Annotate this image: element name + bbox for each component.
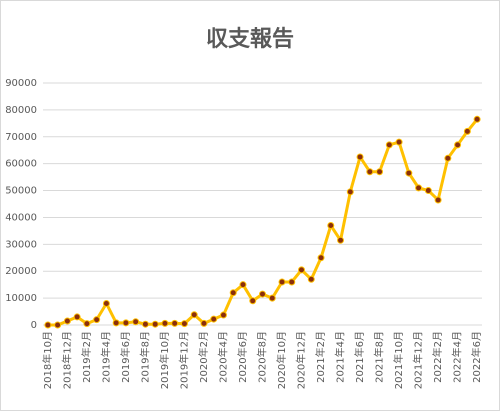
point (298, 266, 306, 274)
y-tick-label: 0 (31, 320, 37, 331)
point (239, 281, 247, 289)
x-tick-label: 2021年4月 (334, 331, 347, 383)
x-tick-label: 2019年10月 (158, 331, 171, 389)
x-tick-label: 2019年12月 (177, 331, 190, 389)
point (132, 318, 140, 326)
y-tick-label: 30000 (5, 239, 37, 250)
point (307, 275, 315, 283)
x-tick-label: 2022年4月 (451, 331, 464, 383)
x-tick-label: 2021年12月 (412, 331, 425, 389)
point (268, 294, 276, 302)
x-tick-label: 2020年2月 (197, 331, 210, 383)
point (83, 320, 91, 328)
x-tick-label: 2021年6月 (353, 331, 366, 383)
point (93, 316, 101, 324)
y-tick-label: 60000 (5, 159, 37, 170)
y-tick-label: 40000 (5, 212, 37, 223)
point (210, 315, 218, 323)
point (327, 222, 335, 230)
point (337, 236, 345, 244)
point (415, 184, 423, 192)
y-tick-label: 80000 (5, 105, 37, 116)
point (395, 138, 403, 146)
x-tick-label: 2019年2月 (80, 331, 93, 383)
point (63, 317, 71, 325)
y-tick-label: 50000 (5, 186, 37, 197)
point (366, 168, 374, 176)
point (259, 290, 266, 298)
x-tick-label: 2022年6月 (470, 331, 483, 383)
point (151, 320, 159, 328)
point (376, 168, 384, 176)
point (180, 320, 188, 328)
x-tick-label: 2021年2月 (314, 331, 327, 383)
x-tick-label: 2019年4月 (99, 331, 112, 383)
x-tick-label: 2018年12月 (60, 331, 73, 389)
point (346, 188, 354, 196)
x-tick-label: 2021年10月 (392, 331, 405, 389)
point (424, 187, 432, 195)
x-tick-label: 2019年6月 (119, 331, 132, 383)
point (112, 319, 120, 327)
point (44, 321, 52, 329)
point (278, 278, 286, 286)
point (249, 297, 257, 305)
point (141, 320, 149, 328)
x-tick-label: 2020年12月 (295, 331, 308, 389)
x-tick-label: 2018年10月 (41, 331, 54, 389)
y-tick-label: 70000 (5, 132, 37, 143)
point (444, 154, 452, 162)
point (356, 153, 364, 161)
x-tick-label: 2020年6月 (236, 331, 249, 383)
x-tick-label: 2020年10月 (275, 331, 288, 389)
point (73, 313, 81, 321)
chart-title: 収支報告 (206, 26, 294, 52)
point (405, 169, 413, 177)
point (317, 254, 325, 262)
point (454, 141, 462, 149)
x-tick-label: 2020年8月 (256, 331, 269, 383)
point (122, 319, 130, 327)
point (385, 141, 393, 149)
point (288, 278, 296, 286)
point (219, 311, 227, 319)
point (161, 319, 169, 327)
point (102, 299, 110, 307)
x-tick-label: 2021年8月 (373, 331, 386, 383)
y-tick-label: 10000 (5, 293, 37, 304)
point (463, 127, 471, 135)
x-tick-label: 2019年8月 (138, 331, 151, 383)
y-tick-label: 90000 (5, 78, 37, 89)
x-tick-label: 2022年2月 (431, 331, 444, 383)
point (171, 319, 179, 327)
point (229, 289, 237, 297)
point (54, 321, 62, 329)
point (434, 196, 442, 204)
point (473, 115, 481, 123)
y-tick-label: 20000 (5, 266, 37, 277)
point (200, 319, 208, 327)
point (190, 311, 198, 319)
x-tick-label: 2020年4月 (216, 331, 229, 383)
